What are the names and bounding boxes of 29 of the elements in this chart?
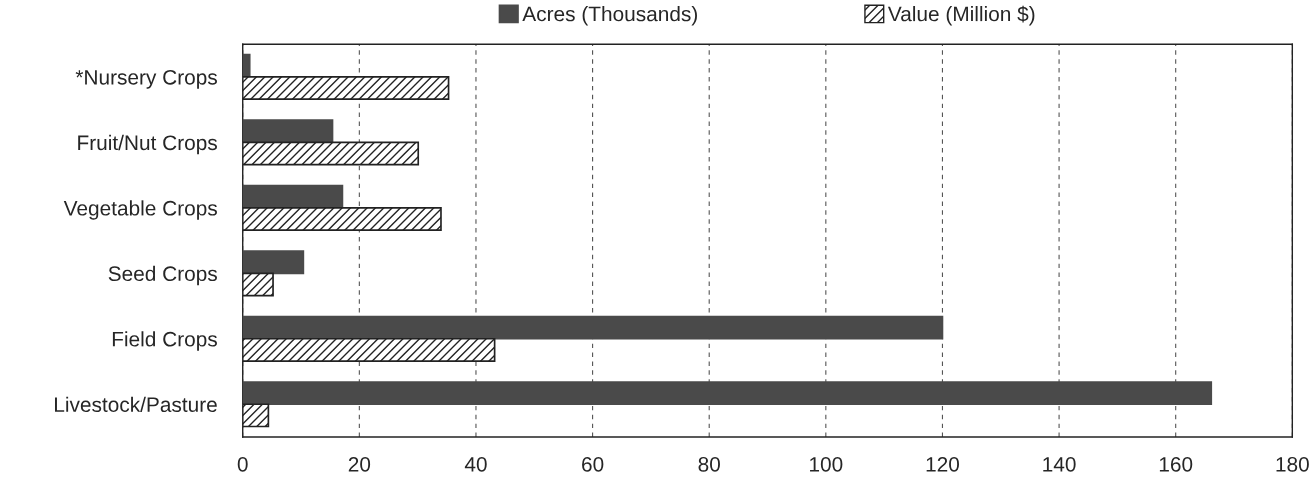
x-tick-label: 40 bbox=[464, 456, 487, 472]
y-tick-label: Livestock/Pasture bbox=[55, 396, 217, 413]
legend-label: Value (Million $) bbox=[887, 5, 1035, 26]
bar bbox=[242, 207, 442, 231]
bar bbox=[242, 403, 270, 428]
x-tick-label: 60 bbox=[582, 456, 604, 472]
x-tick-label: 0 bbox=[237, 456, 248, 472]
y-tick-label: Vegetable Crops bbox=[63, 200, 217, 220]
y-tick-label: Seed Crops bbox=[108, 265, 217, 286]
y-tick-label: Fruit/Nut Crops bbox=[78, 134, 217, 155]
y-tick-label: Field Crops bbox=[112, 331, 217, 351]
bar bbox=[242, 141, 420, 166]
x-tick-label: 140 bbox=[1043, 456, 1076, 472]
bar bbox=[242, 381, 1213, 406]
y-tick-label: *Nursery Crops bbox=[75, 69, 217, 89]
bar bbox=[242, 53, 251, 78]
x-tick-label: 160 bbox=[1159, 456, 1193, 472]
legend-label: Acres (Thousands) bbox=[522, 6, 697, 26]
x-tick-label: 100 bbox=[810, 456, 843, 472]
bar bbox=[242, 272, 274, 297]
bar bbox=[242, 76, 450, 101]
bar bbox=[242, 337, 496, 362]
bar bbox=[242, 119, 334, 144]
x-tick-label: 180 bbox=[1276, 456, 1309, 472]
bar bbox=[242, 184, 344, 209]
x-tick-label: 20 bbox=[348, 456, 371, 472]
bar bbox=[242, 250, 305, 275]
x-tick-label: 120 bbox=[926, 456, 960, 472]
x-tick-label: 80 bbox=[698, 456, 720, 472]
